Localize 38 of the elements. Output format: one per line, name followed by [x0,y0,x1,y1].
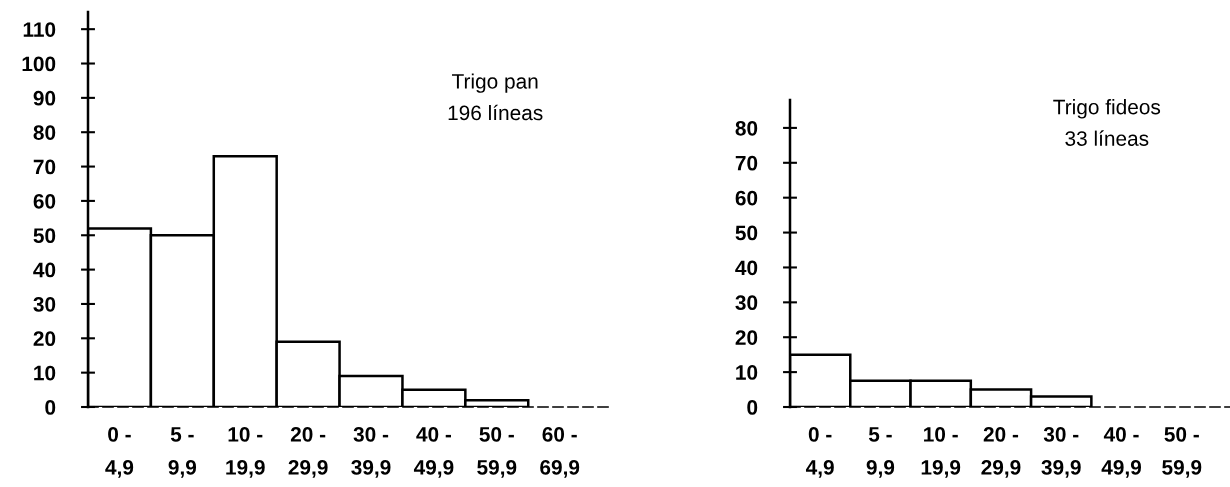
x-tick-label: 30 - 39,9 [1041,426,1081,478]
y-tick-label: 60 [33,193,56,209]
y-tick-label: 10 [34,365,56,381]
x-tick-label: 5 - 9,9 [168,427,197,478]
x-tick-label: 50 - 59,9 [1162,426,1202,478]
x-tick-label: 40 - 49,9 [1101,426,1142,478]
x-tick-label: 0 - 4,9 [105,426,134,478]
y-tick-label: 30 [735,295,758,311]
x-tick-label: 20 - 29,9 [288,426,328,478]
x-tick-label: 10 - 19,9 [226,426,265,478]
x-tick-label: 30 - 39,9 [351,426,391,478]
y-tick-label: 20 [735,330,758,345]
y-tick-label: 40 [735,260,758,276]
x-tick-label: 60 - 69,9 [540,426,580,478]
y-tick-label: 0 [45,400,56,415]
x-tick-label: 40 - 49,9 [413,426,454,478]
y-tick-label: 40 [33,262,56,278]
x-tick-label: 0 - 4,9 [805,426,834,478]
x-tick-label: 50 - 59,9 [477,426,517,478]
y-tick-label: 0 [747,400,758,415]
y-tick-label: 90 [33,90,56,106]
y-tick-label: 50 [33,228,56,244]
y-tick-label: 80 [735,120,758,136]
x-tick-label: 10 - 19,9 [921,426,961,478]
y-tick-label: 60 [735,190,758,206]
y-tick-label: 50 [735,225,758,241]
y-tick-label: 100 [22,56,56,72]
y-tick-label: 30 [33,296,56,312]
y-tick-label: 80 [33,125,56,140]
y-tick-label: 10 [736,365,758,380]
y-tick-label: 110 [23,22,56,37]
annotation: Trigo fideos 33 líneas [1053,99,1161,146]
y-tick-label: 70 [33,159,56,175]
annotation: Trigo pan 196 líneas [448,73,543,121]
x-tick-label: 20 - 29,9 [981,426,1021,478]
y-tick-label: 20 [33,331,56,347]
y-tick-label: 70 [735,155,758,171]
x-tick-label: 5 - 9,9 [866,427,895,478]
